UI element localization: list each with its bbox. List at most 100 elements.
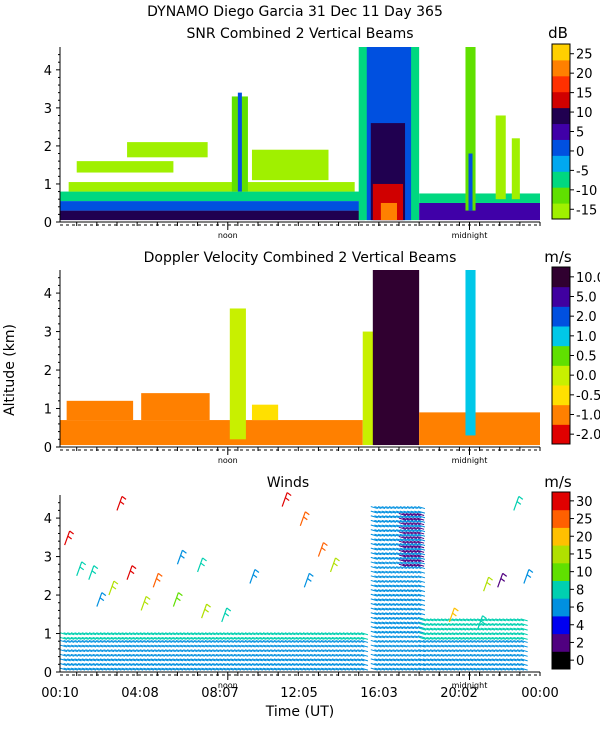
winds-colorbar-tick-label: 15 [576,548,593,563]
doppler-region-0 [60,420,363,446]
doppler-colorbar-swatch [552,326,570,347]
snr-region-17 [468,153,473,211]
snr-colorbar-tick-label: -10 [576,184,597,199]
wind-barb-21 [88,565,99,580]
winds-colorbar-tick-label: 10 [576,566,593,581]
doppler-colorbar-tick-label: 5.0 [576,291,597,306]
wind-barb-18 [523,569,534,584]
doppler-colorbar-swatch [552,404,570,425]
winds-colorbar-tick-label: 0 [576,654,584,669]
time-tick-label-3: 12:05 [280,686,317,701]
winds-ytick-label-2: 2 [44,589,52,604]
winds-colorbar-swatch [552,633,570,652]
snr-colorbar: 25 20 15 10 5 0 -5 -10 -15 [551,43,597,220]
wind-barb-field-5 [419,618,528,640]
winds-colorbar-tick-label: 30 [576,495,593,510]
doppler-colorbar-swatch [552,267,570,288]
doppler-colorbar-tick-label: 0.0 [576,369,597,384]
snr-noon-label: noon [218,231,238,240]
wind-barb-19 [513,495,524,511]
doppler-midnight-label: midnight [452,456,488,465]
snr-ytick-label-0: 0 [44,216,52,231]
winds-midnight-label: midnight [452,681,488,690]
winds-colorbar-tick-label: 4 [576,619,584,634]
doppler-colorbar-swatch [552,345,570,366]
time-tick-label-4: 16:03 [360,686,397,701]
snr-colorbar-swatch [552,59,570,77]
wind-barb-field-3 [398,512,425,567]
doppler-colorbar-unit: m/s [544,248,572,266]
time-tick-label-0: 00:10 [41,686,78,701]
snr-colorbar-swatch [552,75,570,93]
doppler-region-8 [465,270,476,436]
time-tick-label-6: 00:00 [521,686,558,701]
figure-title: DYNAMO Diego Garcia 31 Dec 11 Day 365 [147,4,443,20]
doppler-ytick-label-4: 4 [44,287,52,302]
wind-barb-20 [76,561,87,577]
wind-barb-2 [64,530,74,546]
snr-region-7 [237,92,242,192]
snr-region-13 [380,202,397,221]
snr-panel-title: SNR Combined 2 Vertical Beams [186,26,413,42]
doppler-region-1 [66,400,134,421]
winds-colorbar-swatch [552,651,570,670]
snr-plot-area [60,47,540,221]
doppler-panel: Doppler Velocity Combined 2 Vertical Bea… [44,248,600,465]
doppler-colorbar-tick-label: 10.0 [576,271,600,286]
snr-colorbar-swatch [552,171,570,188]
snr-colorbar-swatch [552,91,570,109]
time-tick-label-1: 04:08 [121,686,158,701]
time-tick-label-2: 08:07 [201,686,238,701]
snr-region-15 [419,193,540,203]
doppler-colorbar-swatch [552,286,570,307]
snr-colorbar-tick-label: -15 [576,203,597,218]
winds-colorbar-tick-label: 2 [576,636,584,651]
doppler-colorbar-swatch [552,424,570,445]
snr-region-16 [465,47,476,211]
wind-barb-field-4 [419,639,528,671]
wind-barb-3 [299,511,310,526]
snr-region-4 [76,161,174,173]
doppler-colorbar-swatch [552,385,570,406]
wind-barb-23 [197,557,207,573]
winds-colorbar-tick-label: 20 [576,530,593,545]
y-axis-label: Altitude (km) [2,324,18,416]
wind-barb-13 [317,542,328,557]
doppler-panel-title: Doppler Velocity Combined 2 Vertical Bea… [144,250,457,266]
winds-ytick-label-0: 0 [44,666,52,681]
snr-colorbar-swatch [552,155,570,172]
doppler-colorbar-swatch [552,306,570,327]
wind-barb-17 [497,572,508,588]
doppler-colorbar-tick-label: 1.0 [576,330,597,345]
winds-panel-title: Winds [267,475,309,491]
snr-colorbar-swatch [552,187,570,204]
doppler-ytick-label-0: 0 [44,441,52,456]
winds-plot-area [59,492,534,671]
winds-ytick-label-4: 4 [44,512,52,527]
doppler-region-2 [141,393,210,421]
doppler-colorbar: 10.0 5.0 2.0 1.0 0.5 0.0 -0.5 -1.0 -2.0 [551,266,600,445]
doppler-colorbar-tick-label: -2.0 [576,428,600,443]
wind-barb-22 [176,549,187,565]
wind-barb-14 [448,607,459,623]
winds-colorbar-swatch [552,580,570,599]
wind-barb-4 [126,565,137,580]
wind-barb-10 [249,569,260,584]
snr-ytick-label-4: 4 [44,64,52,79]
doppler-colorbar-tick-label: 2.0 [576,310,597,325]
wind-barb-12 [329,557,340,573]
snr-region-3 [68,182,355,192]
snr-panel: SNR Combined 2 Vertical Beams dB 2520151… [44,24,598,240]
wind-barb-field-0 [59,639,369,671]
wind-barb-25 [221,607,232,623]
time-tick-labels: 00:10 04:08 08:07 12:05 16:03 20:02 00:00 [41,686,558,701]
snr-colorbar-swatch [552,44,570,61]
doppler-colorbar-tick-label: -0.5 [576,389,600,404]
doppler-region-4 [251,404,279,421]
x-axis-label: Time (UT) [265,704,334,720]
snr-colorbar-swatch [552,123,570,140]
wind-barb-6 [108,580,119,596]
snr-colorbar-tick-label: 5 [576,126,584,141]
